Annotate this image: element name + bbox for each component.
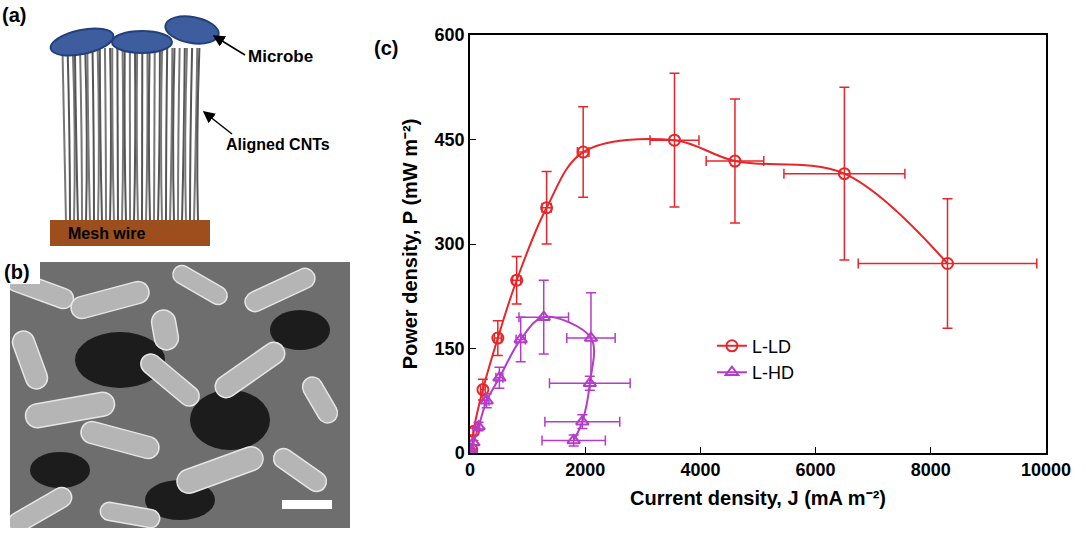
svg-text:Power density, P (mW m⁻²): Power density, P (mW m⁻²): [399, 119, 421, 370]
svg-text:2000: 2000: [565, 460, 605, 480]
svg-text:Aligned CNTs: Aligned CNTs: [226, 136, 330, 153]
svg-text:Mesh wire: Mesh wire: [68, 225, 145, 242]
svg-text:300: 300: [435, 234, 465, 254]
svg-text:(c): (c): [374, 37, 398, 59]
svg-text:0: 0: [455, 443, 465, 463]
svg-text:L-LD: L-LD: [752, 337, 791, 357]
svg-text:150: 150: [435, 339, 465, 359]
svg-text:600: 600: [435, 25, 465, 45]
svg-text:L-HD: L-HD: [752, 363, 794, 383]
svg-text:4000: 4000: [680, 460, 720, 480]
svg-text:10000: 10000: [1021, 460, 1071, 480]
svg-text:Microbe: Microbe: [248, 47, 313, 66]
svg-text:(a): (a): [2, 4, 26, 26]
svg-text:8000: 8000: [911, 460, 951, 480]
svg-text:0: 0: [465, 460, 475, 480]
svg-text:6000: 6000: [796, 460, 836, 480]
svg-text:Current density, J (mA m⁻²): Current density, J (mA m⁻²): [630, 487, 886, 509]
svg-text:450: 450: [435, 130, 465, 150]
svg-text:(b): (b): [4, 261, 30, 283]
